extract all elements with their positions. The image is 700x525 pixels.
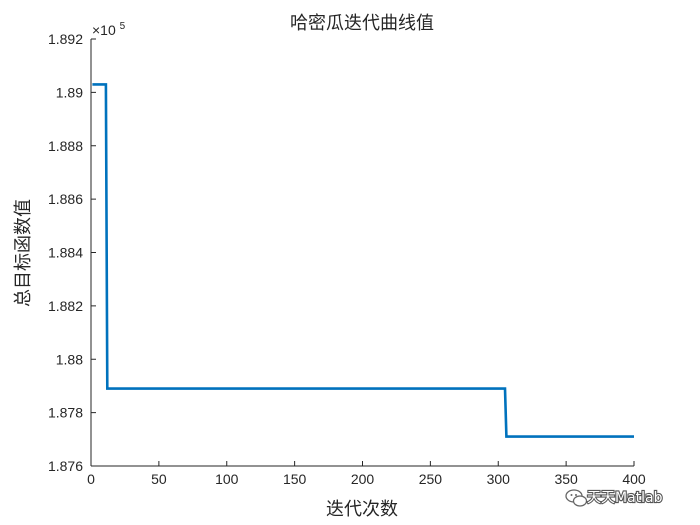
x-tick-label: 50 [151, 471, 167, 487]
tick-marks [90, 38, 635, 467]
y-tick-label: 1.89 [56, 84, 83, 100]
wechat-icon [565, 489, 588, 507]
x-axis-label: 迭代次数 [326, 499, 398, 520]
data-series [92, 83, 634, 438]
y-axis-exponent-base: ×10 [92, 22, 116, 38]
y-tick-label: 1.892 [48, 31, 83, 47]
series-line [92, 83, 634, 438]
y-tick-label: 1.88 [56, 351, 83, 367]
x-tick-labels: 0 50 100 150 200 250 300 350 400 [87, 471, 646, 487]
x-tick-label: 100 [215, 471, 239, 487]
chart-title: 哈密瓜迭代曲线值 [290, 13, 434, 34]
x-tick-label: 200 [351, 471, 375, 487]
y-tick-label: 1.882 [48, 298, 83, 314]
watermark: 天天Matlab [565, 489, 664, 507]
y-tick-label: 1.878 [48, 405, 83, 421]
y-tick-label: 1.888 [48, 138, 83, 154]
y-tick-label: 1.884 [48, 245, 83, 261]
x-tick-label: 150 [283, 471, 307, 487]
x-tick-label: 400 [622, 471, 646, 487]
y-tick-labels: 1.876 1.878 1.88 1.882 1.884 1.886 1.888 1.89 1.… [48, 31, 83, 474]
x-tick-label: 300 [487, 471, 511, 487]
x-tick-label: 250 [419, 471, 443, 487]
y-tick-label: 1.886 [48, 191, 83, 207]
y-tick-label: 1.876 [48, 458, 83, 474]
x-tick-label: 0 [87, 471, 95, 487]
y-axis-exponent-power: 5 [120, 21, 126, 32]
watermark-text: 天天Matlab [587, 490, 663, 506]
y-axis-label: 总目标函数值 [13, 199, 34, 307]
y-axis-exponent: ×10 5 [92, 21, 126, 38]
x-tick-label: 350 [554, 471, 578, 487]
